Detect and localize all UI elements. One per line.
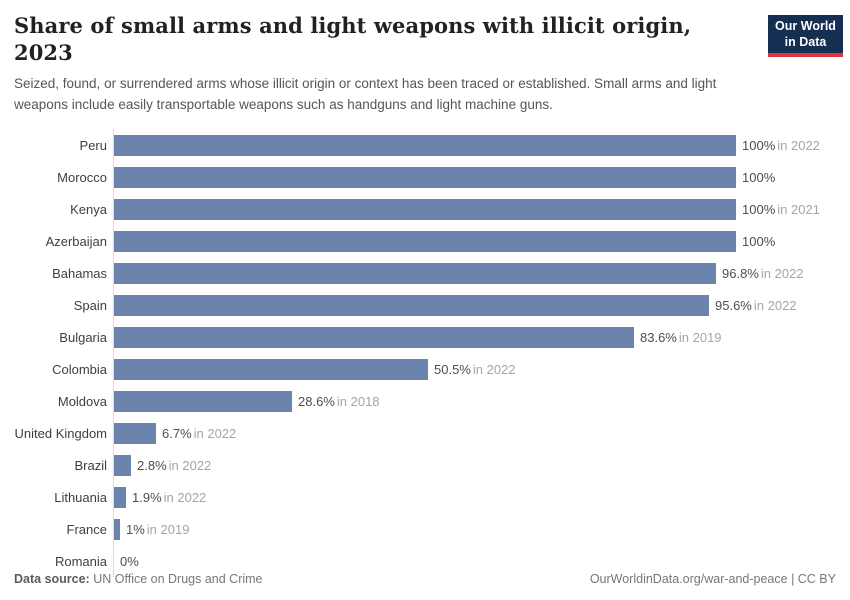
country-label: Colombia: [52, 361, 107, 377]
bar-row: Bahamas 96.8% in 2022: [14, 257, 836, 290]
bar-row: Peru 100% in 2022: [14, 129, 836, 162]
bar[interactable]: [114, 358, 428, 380]
bar-track: 96.8% in 2022: [113, 257, 836, 290]
bar[interactable]: [114, 166, 736, 188]
owid-logo: Our World in Data: [768, 15, 843, 58]
value-label: 50.5%: [434, 361, 471, 377]
bar[interactable]: [114, 262, 716, 284]
page-title: Share of small arms and light weapons wi…: [14, 13, 692, 66]
country-label: Morocco: [57, 169, 107, 185]
bar-row: Moldova 28.6% in 2018: [14, 385, 836, 418]
country-label: United Kingdom: [14, 425, 108, 441]
bar-track: 2.8% in 2022: [113, 449, 836, 482]
bar[interactable]: [114, 294, 709, 316]
data-source-label: Data source:: [14, 572, 90, 586]
value-label: 0%: [120, 553, 139, 569]
country-label: Azerbaijan: [45, 233, 107, 249]
bar-track: 100% in 2021: [113, 193, 836, 226]
bar-track: 100%: [113, 161, 836, 194]
bar-row: Morocco 100%: [14, 161, 836, 194]
country-label: Kenya: [70, 201, 107, 217]
year-note: in 2021: [777, 201, 820, 217]
bar-row: Romania 0%: [14, 545, 836, 578]
year-note: in 2018: [336, 393, 380, 409]
bar-track: 1.9% in 2022: [113, 481, 836, 514]
bar[interactable]: [114, 518, 120, 540]
bar-row: Brazil 2.8% in 2022: [14, 449, 836, 482]
country-label: Peru: [79, 137, 107, 153]
country-label: Bulgaria: [59, 329, 107, 345]
bar[interactable]: [114, 422, 156, 444]
year-note: in 2022: [753, 297, 797, 313]
bar-track: 28.6% in 2018: [113, 385, 836, 418]
bar-row: Spain 95.6% in 2022: [14, 289, 836, 322]
value-label: 100%: [742, 169, 776, 185]
chart-subtitle: Seized, found, or surrendered arms whose…: [14, 75, 717, 112]
country-label: Brazil: [74, 457, 107, 473]
bar-row: Bulgaria 83.6% in 2019: [14, 321, 836, 354]
value-label: 2.8%: [137, 457, 167, 473]
country-label: Romania: [54, 553, 107, 569]
value-label: 95.6%: [715, 297, 752, 313]
bar-track: 0%: [113, 545, 836, 578]
bar-track: 6.7% in 2022: [113, 417, 836, 450]
country-label: Lithuania: [54, 489, 107, 505]
footer: Data source: UN Office on Drugs and Crim…: [14, 572, 836, 586]
value-label: 83.6%: [640, 329, 677, 345]
value-label: 96.8%: [722, 265, 759, 281]
bar[interactable]: [114, 198, 736, 220]
bar[interactable]: [114, 454, 131, 476]
year-note: in 2019: [678, 329, 722, 345]
value-label: 6.7%: [162, 425, 192, 441]
value-label: 100%: [742, 137, 776, 153]
bar-row: Colombia 50.5% in 2022: [14, 353, 836, 386]
bar-track: 100%: [113, 225, 836, 258]
year-note: in 2019: [146, 521, 190, 537]
owid-logo-line1: Our World: [775, 19, 836, 33]
year-note: in 2022: [168, 457, 212, 473]
bar[interactable]: [114, 486, 126, 508]
country-label: France: [66, 521, 107, 537]
bar-track: 50.5% in 2022: [113, 353, 836, 386]
bar-track: 95.6% in 2022: [113, 289, 836, 322]
year-note: in 2022: [760, 265, 804, 281]
bar[interactable]: [114, 230, 736, 252]
bar-track: 1% in 2019: [113, 513, 836, 546]
bar-row: United Kingdom 6.7% in 2022: [14, 417, 836, 450]
year-note: in 2022: [472, 361, 516, 377]
bar-chart: Peru 100% in 2022 Morocco 100% Kenya 100% in 20…: [14, 129, 836, 578]
bar[interactable]: [114, 326, 634, 348]
value-label: 1.9%: [132, 489, 162, 505]
bar-row: Kenya 100% in 2021: [14, 193, 836, 226]
year-note: in 2022: [193, 425, 237, 441]
country-label: Bahamas: [52, 265, 107, 281]
value-label: 1%: [126, 521, 145, 537]
bar-row: Lithuania 1.9% in 2022: [14, 481, 836, 514]
data-source: Data source: UN Office on Drugs and Crim…: [14, 572, 263, 586]
bar-track: 83.6% in 2019: [113, 321, 836, 354]
year-note: in 2022: [163, 489, 207, 505]
header: Share of small arms and light weapons wi…: [14, 0, 843, 115]
value-label: 100%: [742, 201, 776, 217]
country-label: Moldova: [57, 393, 107, 409]
credit-link[interactable]: OurWorldinData.org/war-and-peace | CC BY: [589, 572, 836, 586]
owid-logo-line2: in Data: [784, 34, 827, 49]
bar[interactable]: [114, 134, 736, 156]
bar-row: Azerbaijan 100%: [14, 225, 836, 258]
value-label: 28.6%: [298, 393, 335, 409]
bar[interactable]: [114, 390, 292, 412]
country-label: Spain: [73, 297, 107, 313]
bar-track: 100% in 2022: [113, 129, 836, 162]
data-source-value: UN Office on Drugs and Crime: [93, 572, 263, 586]
bar-row: France 1% in 2019: [14, 513, 836, 546]
year-note: in 2022: [777, 137, 820, 153]
value-label: 100%: [742, 233, 776, 249]
